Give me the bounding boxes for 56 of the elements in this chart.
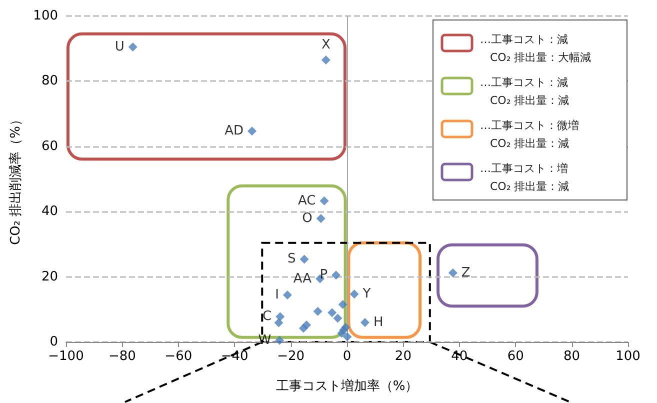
data-label: U bbox=[114, 39, 124, 54]
point bbox=[328, 308, 337, 318]
y-tick-label: 80 bbox=[41, 74, 58, 89]
point bbox=[360, 318, 370, 327]
point bbox=[339, 325, 348, 334]
annotation: …工事コスト：減 CO₂ 排出量：減 bbox=[480, 76, 570, 107]
point bbox=[298, 324, 308, 333]
y-tick-label: 60 bbox=[41, 138, 58, 154]
point bbox=[316, 214, 326, 223]
y-tick-label: 100 bbox=[33, 8, 58, 24]
point bbox=[448, 268, 458, 278]
data-label: H bbox=[373, 314, 384, 330]
data-label: Y bbox=[362, 286, 371, 302]
y-tick-label: 20 bbox=[41, 269, 58, 284]
x-tick-label: 100 bbox=[616, 349, 640, 364]
annotation: …工事コスト：減 CO₂ 排出量：大幅減 bbox=[480, 33, 592, 64]
point bbox=[282, 290, 292, 300]
x-axis-title: 工事コスト増加率（%） bbox=[276, 378, 418, 394]
x-tick-label: −100 bbox=[48, 349, 84, 364]
data-label: X bbox=[321, 38, 330, 53]
x-tick-label: −20 bbox=[277, 349, 305, 364]
annotation: …工事コスト：微増 CO₂ 排出量：減 bbox=[480, 119, 579, 150]
data-label: AC bbox=[298, 193, 316, 208]
data-label: AD bbox=[224, 124, 244, 139]
point bbox=[320, 196, 329, 206]
y-tick-label: 0 bbox=[50, 334, 58, 350]
point bbox=[276, 312, 285, 322]
point bbox=[342, 332, 352, 342]
y-axis-title: CO₂ 排出削減率（%） bbox=[7, 112, 24, 246]
data-label: C bbox=[262, 309, 272, 324]
data-label: O bbox=[302, 210, 312, 226]
data-label: S bbox=[288, 252, 296, 267]
point bbox=[128, 42, 138, 52]
x-tick-label: 20 bbox=[394, 349, 412, 364]
data-label: AA bbox=[293, 271, 312, 286]
data-label: W bbox=[258, 332, 272, 348]
point bbox=[313, 306, 322, 316]
point bbox=[350, 290, 359, 299]
y-tick-label: 40 bbox=[41, 204, 58, 220]
annotation: …工事コスト：増 CO₂ 排出量：減 bbox=[480, 162, 570, 193]
point bbox=[338, 300, 348, 310]
data-label: I bbox=[275, 288, 279, 303]
x-tick-label: −80 bbox=[108, 349, 136, 364]
point bbox=[332, 270, 341, 280]
x-tick-label: 60 bbox=[507, 349, 524, 364]
point bbox=[248, 126, 257, 136]
x-tick-label: 80 bbox=[564, 349, 580, 364]
x-tick-label: −60 bbox=[164, 349, 192, 364]
point bbox=[321, 56, 330, 65]
point bbox=[275, 336, 284, 345]
data-label: Z bbox=[461, 265, 470, 280]
point bbox=[300, 254, 309, 264]
data-label: P bbox=[320, 268, 328, 283]
point bbox=[333, 314, 342, 323]
x-tick-label: 0 bbox=[342, 349, 352, 364]
point bbox=[274, 318, 284, 328]
